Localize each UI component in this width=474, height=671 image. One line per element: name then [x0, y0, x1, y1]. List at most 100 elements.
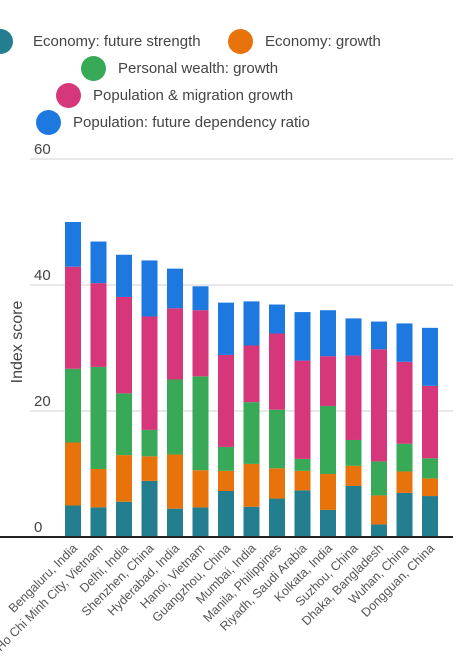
bar-segment [116, 501, 132, 537]
bar-segment [218, 491, 234, 537]
bar-segment [141, 429, 158, 457]
bar-segment [243, 402, 260, 464]
bar-segment [422, 327, 438, 386]
bar-segment [294, 312, 311, 361]
bar-segment [345, 439, 362, 466]
bar-segment [371, 349, 387, 462]
bar-segment [269, 409, 285, 469]
bar-segment [269, 498, 285, 537]
bar-segment [269, 304, 285, 334]
bar-segment [396, 361, 413, 444]
bar-segment [320, 509, 336, 537]
legend-label: Personal wealth: growth [118, 60, 279, 77]
legend-swatch-personal-wealth-growth [81, 56, 106, 81]
legend-label: Economy: growth [265, 33, 381, 50]
bars [65, 222, 438, 537]
y-tick-label: 20 [34, 393, 51, 410]
bar-segment [167, 454, 183, 509]
bar-segment [422, 385, 438, 459]
bar-segment [116, 254, 132, 297]
legend-label: Economy: future strength [33, 33, 201, 50]
bar-segment [320, 356, 336, 406]
bar-segment [90, 366, 107, 469]
legend-item-population-migration-growth: Population & migration growth [56, 83, 293, 108]
bar-segment [116, 296, 132, 394]
bar-segment [167, 508, 183, 537]
bar-segment [218, 302, 234, 355]
y-tick-label: 40 [34, 267, 51, 284]
bar-segment [141, 480, 158, 537]
bar-segment [294, 470, 311, 491]
bar-segment [396, 471, 413, 493]
bar-segment [65, 266, 81, 369]
bar-segment [90, 507, 107, 537]
bar-segment [116, 455, 132, 502]
bar-segment [167, 308, 183, 380]
bar-segment [294, 490, 311, 537]
bar-segment [396, 443, 413, 472]
legend-swatch-economy-growth [228, 29, 253, 54]
bar-segment [345, 485, 362, 537]
legend-item-personal-wealth-growth: Personal wealth: growth [81, 56, 278, 81]
bar-segment [320, 310, 336, 357]
bar-segment [345, 318, 362, 356]
bar-segment [320, 405, 336, 474]
legend-swatch-economy-future-strength [0, 29, 13, 54]
bar-segment [243, 506, 260, 537]
bar-segment [116, 393, 132, 456]
bar-segment [371, 321, 387, 350]
y-tick-label: 60 [34, 141, 51, 158]
bar-segment [371, 461, 387, 496]
bar-segment [243, 345, 260, 403]
bar-segment [90, 283, 107, 367]
legend: Economy: future strength Economy: growth… [0, 0, 474, 140]
bar-segment [65, 368, 81, 443]
bar-segment [65, 442, 81, 506]
bar-segment [65, 505, 81, 537]
bar-segment [371, 495, 387, 525]
legend-swatch-population-future-dependency-ratio [36, 110, 61, 135]
bar-segment [422, 478, 438, 497]
bar-segment [269, 468, 285, 499]
legend-label: Population & migration growth [93, 87, 294, 104]
bar-segment [192, 507, 209, 537]
bar-segment [294, 458, 311, 471]
bar-segment [167, 268, 183, 309]
legend-item-economy-future-strength: Economy: future strength [0, 29, 201, 54]
bar-segment [345, 465, 362, 486]
legend-item-population-future-dependency-ratio: Population: future dependency ratio [36, 110, 310, 135]
bar-segment [396, 323, 413, 362]
bar-segment [65, 222, 81, 267]
y-axis-title: Index score [9, 301, 26, 384]
bar-segment [167, 379, 183, 455]
bar-segment [192, 286, 209, 311]
bar-segment [396, 492, 413, 537]
bar-segment [192, 376, 209, 471]
bar-segment [141, 260, 158, 317]
bar-segment [422, 496, 438, 537]
bar-segment [320, 474, 336, 510]
bar-segment [141, 456, 158, 481]
y-tick-labels: 0 20 40 60 [34, 141, 51, 536]
bar-segment [371, 524, 387, 537]
bar-segment [90, 468, 107, 508]
bar-segment [218, 354, 234, 447]
bar-segment [243, 463, 260, 507]
bar-segment [218, 446, 234, 471]
bar-segment [294, 360, 311, 459]
bar-segment [141, 316, 158, 430]
legend-item-economy-growth: Economy: growth [228, 29, 381, 54]
bar-segment [192, 310, 209, 377]
bar-segment [345, 355, 362, 440]
y-tick-label: 0 [34, 519, 42, 536]
bar-segment [243, 301, 260, 346]
bar-segment [269, 333, 285, 410]
bar-segment [90, 241, 107, 284]
bar-segment [192, 470, 209, 508]
legend-label: Population: future dependency ratio [73, 114, 310, 131]
legend-swatch-population-migration-growth [56, 83, 81, 108]
bar-segment [218, 470, 234, 492]
bar-segment [422, 458, 438, 479]
